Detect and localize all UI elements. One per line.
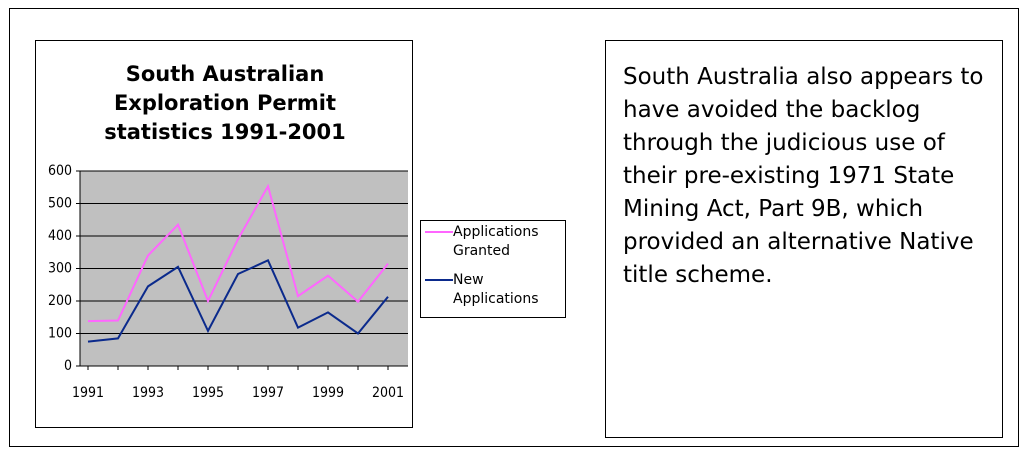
x-tick-label: 2001 bbox=[372, 385, 404, 401]
y-tick-label: 100 bbox=[48, 326, 72, 342]
chart-title: South Australian Exploration Permit stat… bbox=[104, 62, 346, 144]
chart-frame bbox=[35, 40, 413, 428]
text-box: South Australia also appears to have avo… bbox=[605, 40, 1003, 438]
x-tick-label: 1997 bbox=[252, 385, 284, 401]
legend-entry: Applications Granted bbox=[425, 223, 553, 261]
series-line bbox=[87, 259, 389, 343]
outer-frame bbox=[9, 8, 1019, 447]
x-tick-label: 1993 bbox=[132, 385, 164, 401]
legend: Applications Granted New Applications bbox=[420, 220, 566, 318]
y-tick-label: 600 bbox=[48, 163, 72, 179]
legend-label: New Applications bbox=[453, 272, 539, 307]
y-tick-label: 500 bbox=[48, 196, 72, 212]
x-tick-label: 1995 bbox=[192, 385, 224, 401]
x-tick-label: 1991 bbox=[72, 385, 104, 401]
x-tick-label: 1999 bbox=[312, 385, 344, 401]
y-tick-label: 0 bbox=[64, 358, 72, 374]
y-tick-label: 200 bbox=[48, 293, 72, 309]
legend-swatch bbox=[425, 279, 453, 281]
legend-label: Applications Granted bbox=[453, 224, 539, 259]
y-tick-label: 300 bbox=[48, 261, 72, 277]
y-tick-label: 400 bbox=[48, 228, 72, 244]
legend-swatch bbox=[425, 231, 453, 233]
legend-entry: New Applications bbox=[425, 271, 553, 309]
series-line bbox=[87, 183, 389, 323]
